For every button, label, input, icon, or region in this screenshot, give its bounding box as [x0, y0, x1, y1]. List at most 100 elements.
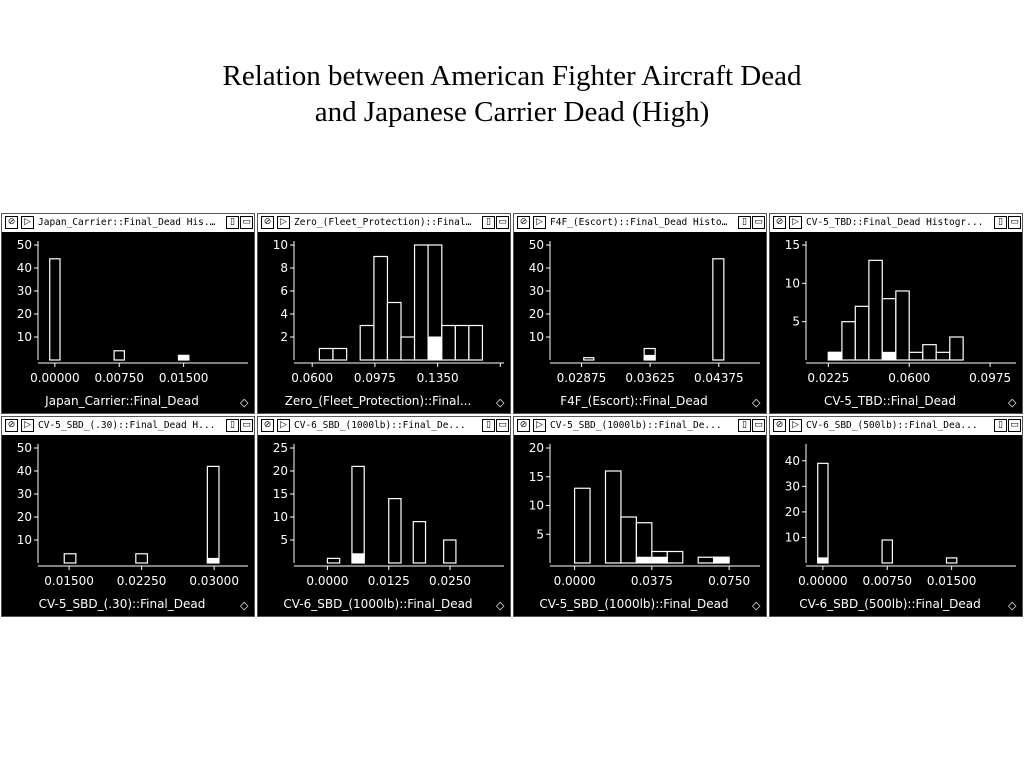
- y-tick-label: 50: [17, 441, 32, 455]
- resize-grip-icon[interactable]: ◇: [496, 599, 505, 612]
- window-title-bar[interactable]: ⊘ ▷ ▯ ▭ CV-5_SBD_(1000lb)::Final_De...: [514, 417, 766, 436]
- y-tick-label: 4: [280, 307, 288, 321]
- x-tick-label: 0.0975: [969, 371, 1011, 385]
- histogram-bar: [620, 516, 637, 564]
- window-title: CV-5_TBD::Final_Dead Histogr...: [806, 217, 984, 228]
- window-zoom-icon[interactable]: ▭: [496, 216, 509, 229]
- window-title-bar[interactable]: ⊘ ▷ ▯ ▭ CV-6_SBD_(1000lb)::Final_De...: [258, 417, 510, 436]
- document-icon[interactable]: ▯: [226, 216, 239, 229]
- y-tick-label: 30: [17, 284, 32, 298]
- document-icon[interactable]: ▯: [482, 216, 495, 229]
- resize-grip-icon[interactable]: ◇: [496, 396, 505, 409]
- window-zoom-icon[interactable]: ▭: [1008, 419, 1021, 432]
- histogram-bar: [332, 347, 348, 361]
- window-title-bar[interactable]: ⊘ ▷ ▯ ▭ F4F_(Escort)::Final_Dead Histo...: [514, 214, 766, 233]
- x-tick-label: 0.03625: [625, 371, 675, 385]
- window-zoom-icon[interactable]: ▭: [752, 216, 765, 229]
- y-tick-label: 8: [280, 261, 288, 275]
- resize-grip-icon[interactable]: ◇: [752, 396, 761, 409]
- histogram-bar: [854, 305, 870, 361]
- histogram-bar: [468, 324, 484, 361]
- y-tick-label: 2: [280, 330, 288, 344]
- y-tick-label: 20: [785, 505, 800, 519]
- document-icon[interactable]: ▯: [738, 216, 751, 229]
- play-triangle-icon[interactable]: ▷: [277, 216, 290, 229]
- histogram-window[interactable]: ⊘ ▷ ▯ ▭ CV-6_SBD_(500lb)::Final_Dea... 10 20 30…: [769, 416, 1023, 617]
- no-entry-icon[interactable]: ⊘: [5, 419, 18, 432]
- y-tick-label: 10: [17, 330, 32, 344]
- y-tick-label: 10: [785, 276, 800, 290]
- window-title-bar[interactable]: ⊘ ▷ ▯ ▭ CV-5_TBD::Final_Dead Histogr...: [770, 214, 1022, 233]
- window-title-bar[interactable]: ⊘ ▷ ▯ ▭ Zero_(Fleet_Protection)::Final...: [258, 214, 510, 233]
- histogram-bar: [63, 553, 77, 564]
- y-tick-label: 20: [17, 307, 32, 321]
- histogram-bar: [135, 553, 149, 564]
- x-tick-label: 0.0975: [354, 371, 396, 385]
- x-tick-label: 0.01500: [927, 574, 977, 588]
- window-zoom-icon[interactable]: ▭: [496, 419, 509, 432]
- play-triangle-icon[interactable]: ▷: [789, 419, 802, 432]
- resize-grip-icon[interactable]: ◇: [1008, 396, 1017, 409]
- no-entry-icon[interactable]: ⊘: [261, 419, 274, 432]
- y-tick-label: 20: [17, 510, 32, 524]
- no-entry-icon[interactable]: ⊘: [773, 419, 786, 432]
- histogram-bar: [922, 344, 937, 361]
- window-zoom-icon[interactable]: ▭: [240, 216, 253, 229]
- window-title: CV-5_SBD_(1000lb)::Final_De...: [550, 420, 722, 431]
- document-icon[interactable]: ▯: [226, 419, 239, 432]
- x-tick-label: 0.0125: [368, 574, 410, 588]
- play-triangle-icon[interactable]: ▷: [789, 216, 802, 229]
- x-tick-label: 0.00000: [798, 574, 848, 588]
- document-icon[interactable]: ▯: [482, 419, 495, 432]
- no-entry-icon[interactable]: ⊘: [517, 216, 530, 229]
- histogram-bar: [573, 487, 591, 564]
- histogram-window[interactable]: ⊘ ▷ ▯ ▭ CV-5_TBD::Final_Dead Histogr... 5 10 15…: [769, 213, 1023, 414]
- highlighted-bar-segment: [713, 556, 730, 564]
- resize-grip-icon[interactable]: ◇: [752, 599, 761, 612]
- no-entry-icon[interactable]: ⊘: [261, 216, 274, 229]
- window-zoom-icon[interactable]: ▭: [752, 419, 765, 432]
- histogram-window[interactable]: ⊘ ▷ ▯ ▭ Japan_Carrier::Final_Dead His... 10 20…: [1, 213, 255, 414]
- play-triangle-icon[interactable]: ▷: [277, 419, 290, 432]
- highlighted-bar-segment: [881, 351, 897, 361]
- document-icon[interactable]: ▯: [994, 419, 1007, 432]
- y-tick-label: 25: [273, 441, 288, 455]
- resize-grip-icon[interactable]: ◇: [1008, 599, 1017, 612]
- histogram-bar: [712, 258, 725, 361]
- histogram-window[interactable]: ⊘ ▷ ▯ ▭ F4F_(Escort)::Final_Dead Histo... 10 2…: [513, 213, 767, 414]
- resize-grip-icon[interactable]: ◇: [240, 396, 249, 409]
- no-entry-icon[interactable]: ⊘: [5, 216, 18, 229]
- window-title-bar[interactable]: ⊘ ▷ ▯ ▭ CV-5_SBD_(.30)::Final_Dead H...: [2, 417, 254, 436]
- page-title: Relation between American Fighter Aircra…: [0, 58, 1024, 130]
- window-title-bar[interactable]: ⊘ ▷ ▯ ▭ CV-6_SBD_(500lb)::Final_Dea...: [770, 417, 1022, 436]
- window-zoom-icon[interactable]: ▭: [1008, 216, 1021, 229]
- play-triangle-icon[interactable]: ▷: [533, 216, 546, 229]
- histogram-bar: [441, 324, 456, 361]
- histogram-bar: [49, 258, 61, 361]
- play-triangle-icon[interactable]: ▷: [21, 216, 34, 229]
- no-entry-icon[interactable]: ⊘: [517, 419, 530, 432]
- y-tick-label: 10: [529, 499, 544, 513]
- document-icon[interactable]: ▯: [738, 419, 751, 432]
- plot-background: [258, 436, 510, 616]
- histogram-bar: [881, 298, 897, 361]
- window-zoom-icon[interactable]: ▭: [240, 419, 253, 432]
- histogram-window[interactable]: ⊘ ▷ ▯ ▭ Zero_(Fleet_Protection)::Final... 2 4 6…: [257, 213, 511, 414]
- histogram-bar: [666, 550, 684, 564]
- document-icon[interactable]: ▯: [994, 216, 1007, 229]
- play-triangle-icon[interactable]: ▷: [21, 419, 34, 432]
- window-title: CV-6_SBD_(500lb)::Final_Dea...: [806, 420, 978, 431]
- histogram-window[interactable]: ⊘ ▷ ▯ ▭ CV-5_SBD_(1000lb)::Final_De... 5 10 15 2…: [513, 416, 767, 617]
- histogram-bar: [412, 520, 427, 564]
- play-triangle-icon[interactable]: ▷: [533, 419, 546, 432]
- histogram-bar: [388, 497, 402, 564]
- window-title-bar[interactable]: ⊘ ▷ ▯ ▭ Japan_Carrier::Final_Dead His...: [2, 214, 254, 233]
- histogram-bar: [443, 539, 457, 564]
- histogram-bar: [386, 301, 402, 361]
- histogram-window[interactable]: ⊘ ▷ ▯ ▭ CV-5_SBD_(.30)::Final_Dead H... 10 20 3…: [1, 416, 255, 617]
- y-tick-label: 5: [792, 315, 800, 329]
- histogram-window[interactable]: ⊘ ▷ ▯ ▭ CV-6_SBD_(1000lb)::Final_De... 5 10 15 2…: [257, 416, 511, 617]
- resize-grip-icon[interactable]: ◇: [240, 599, 249, 612]
- histogram-bar: [881, 539, 893, 564]
- no-entry-icon[interactable]: ⊘: [773, 216, 786, 229]
